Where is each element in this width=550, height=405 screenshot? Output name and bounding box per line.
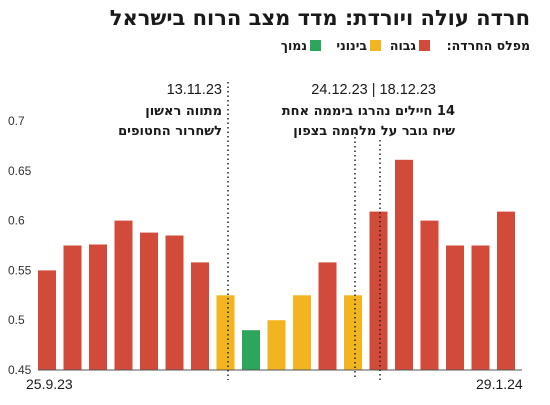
annotation-2-line1: 14 חיילים נהרגו ביממה אחת [282, 104, 455, 119]
y-tick-label: 0.55 [8, 263, 32, 277]
bar [395, 159, 413, 370]
legend-label: מפלס החרדה: [447, 38, 530, 53]
bar [497, 211, 515, 370]
legend-swatch-low [310, 40, 321, 51]
y-tick-label: 0.45 [8, 363, 32, 377]
y-tick-label: 0.65 [8, 164, 32, 178]
y-tick-label: 0.7 [8, 114, 25, 128]
bar [191, 262, 209, 370]
bar [420, 220, 439, 370]
legend-item-low: נמוך [281, 38, 307, 53]
annotation-2: 24.12.23 | 18.12.23 14 חיילים נהרגו ביממ… [282, 82, 455, 380]
annotation-1-date: 13.11.23 [167, 82, 222, 98]
bar [38, 270, 56, 370]
annotation-1-line1: מתווה ראשון [145, 104, 222, 119]
legend-swatch-medium [370, 40, 381, 51]
bar [114, 220, 133, 370]
bar [242, 330, 260, 370]
legend-item-high: גבוה [390, 38, 417, 53]
bars [38, 159, 515, 370]
y-tick-label: 0.5 [8, 313, 25, 327]
annotation-1: 13.11.23 מתווה ראשון לשחרור החטופים [118, 82, 229, 380]
bar [165, 235, 184, 370]
legend: מפלס החרדה: גבוה בינוני נמוך [281, 38, 530, 53]
bar [318, 262, 337, 370]
x-end-label: 29.1.24 [476, 376, 523, 392]
annotation-2-date: 24.12.23 | 18.12.23 [311, 82, 436, 98]
bar [267, 320, 286, 370]
bar [63, 245, 82, 370]
legend-swatch-high [419, 40, 430, 51]
bar [293, 295, 311, 370]
x-start-label: 25.9.23 [26, 376, 73, 392]
bar [89, 244, 107, 370]
bar [446, 245, 464, 370]
legend-item-medium: בינוני [336, 38, 367, 53]
y-axis: 0.45 0.5 0.55 0.6 0.65 0.7 [8, 114, 32, 377]
bar [216, 295, 235, 370]
annotation-2-line2: שיח גובר על מלחמה בצפון [293, 124, 455, 139]
y-tick-label: 0.6 [8, 214, 25, 228]
bar [344, 295, 362, 370]
bar [140, 232, 158, 370]
chart-title: חרדה עולה ויורדת: מדד מצב הרוח בישראל [110, 6, 530, 30]
annotation-1-line2: לשחרור החטופים [118, 124, 222, 139]
bar [369, 211, 388, 370]
bar [471, 245, 490, 370]
